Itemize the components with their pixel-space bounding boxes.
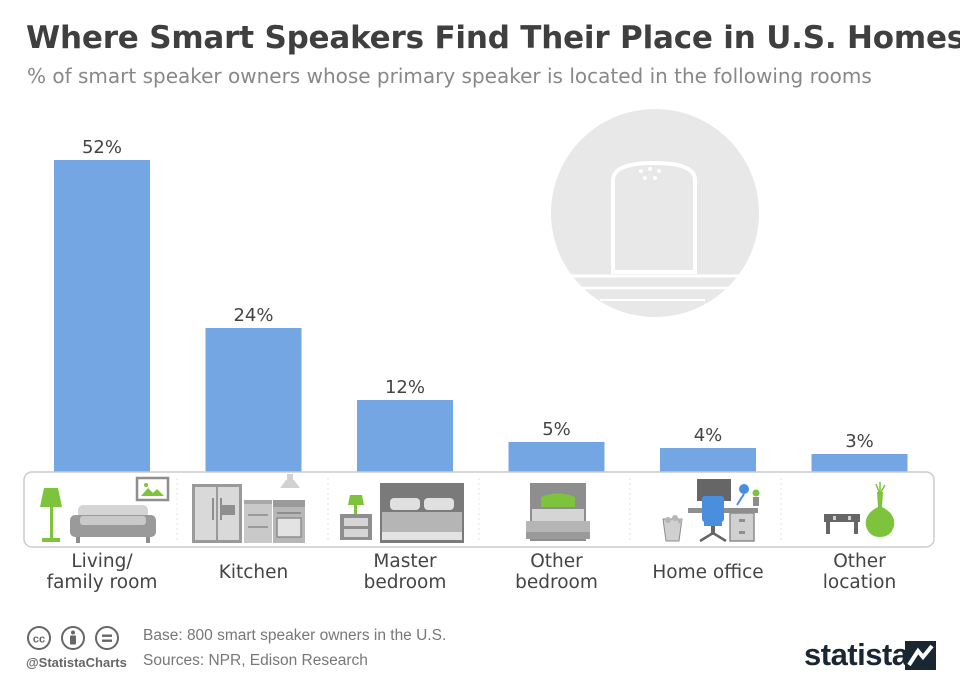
value-label-0: 52% [82,137,122,158]
kitchen-icon [192,474,305,543]
category-label-5-line-1: location [823,572,896,593]
statista-handle: @StatistaCharts [26,655,127,670]
bar-5 [811,454,908,474]
bar-4 [660,448,756,474]
value-label-3: 5% [542,419,571,440]
category-label-5-line-0: Other [833,551,886,572]
category-label-1: Kitchen [219,562,289,583]
bar-3 [508,442,605,474]
value-label-1: 24% [233,305,273,326]
value-label-5: 3% [845,431,874,452]
bar-2 [357,400,453,474]
category-label-0-line-1: family room [47,572,158,593]
bar-0 [54,160,150,474]
attribution-icon [61,626,85,650]
chart-title: Where Smart Speakers Find Their Place in… [26,20,960,56]
statista-logo-icon[interactable] [905,641,936,670]
home-office-icon [662,479,760,543]
category-label-3-line-1: bedroom [515,572,598,593]
sources-note: Sources: NPR, Edison Research [143,652,368,669]
master-bedroom-icon [340,483,464,543]
category-label-2-line-0: Master [373,551,437,572]
bar-chart: 52% 24% 12% 5% 4% 3% [23,109,935,593]
base-note: Base: 800 smart speaker owners in the U.… [143,627,447,644]
no-derivatives-icon [95,626,119,650]
cc-icon: cc [27,626,51,650]
category-label-0-line-0: Living/ [71,551,133,572]
value-label-4: 4% [694,425,723,446]
other-location-icon [824,482,895,537]
svg-text:cc: cc [33,634,45,646]
bar-1 [205,328,302,474]
living-room-icon [40,476,170,543]
chart-subtitle: % of smart speaker owners whose primary … [27,64,872,88]
statista-logo-text[interactable]: statista [804,637,909,672]
license-icons: cc [27,626,119,650]
smart-speaker-icon [551,109,759,317]
value-label-2: 12% [385,377,425,398]
category-label-2-line-1: bedroom [364,572,447,593]
category-label-4: Home office [652,562,763,583]
category-label-3-line-0: Other [530,551,583,572]
other-bedroom-icon [526,483,590,541]
